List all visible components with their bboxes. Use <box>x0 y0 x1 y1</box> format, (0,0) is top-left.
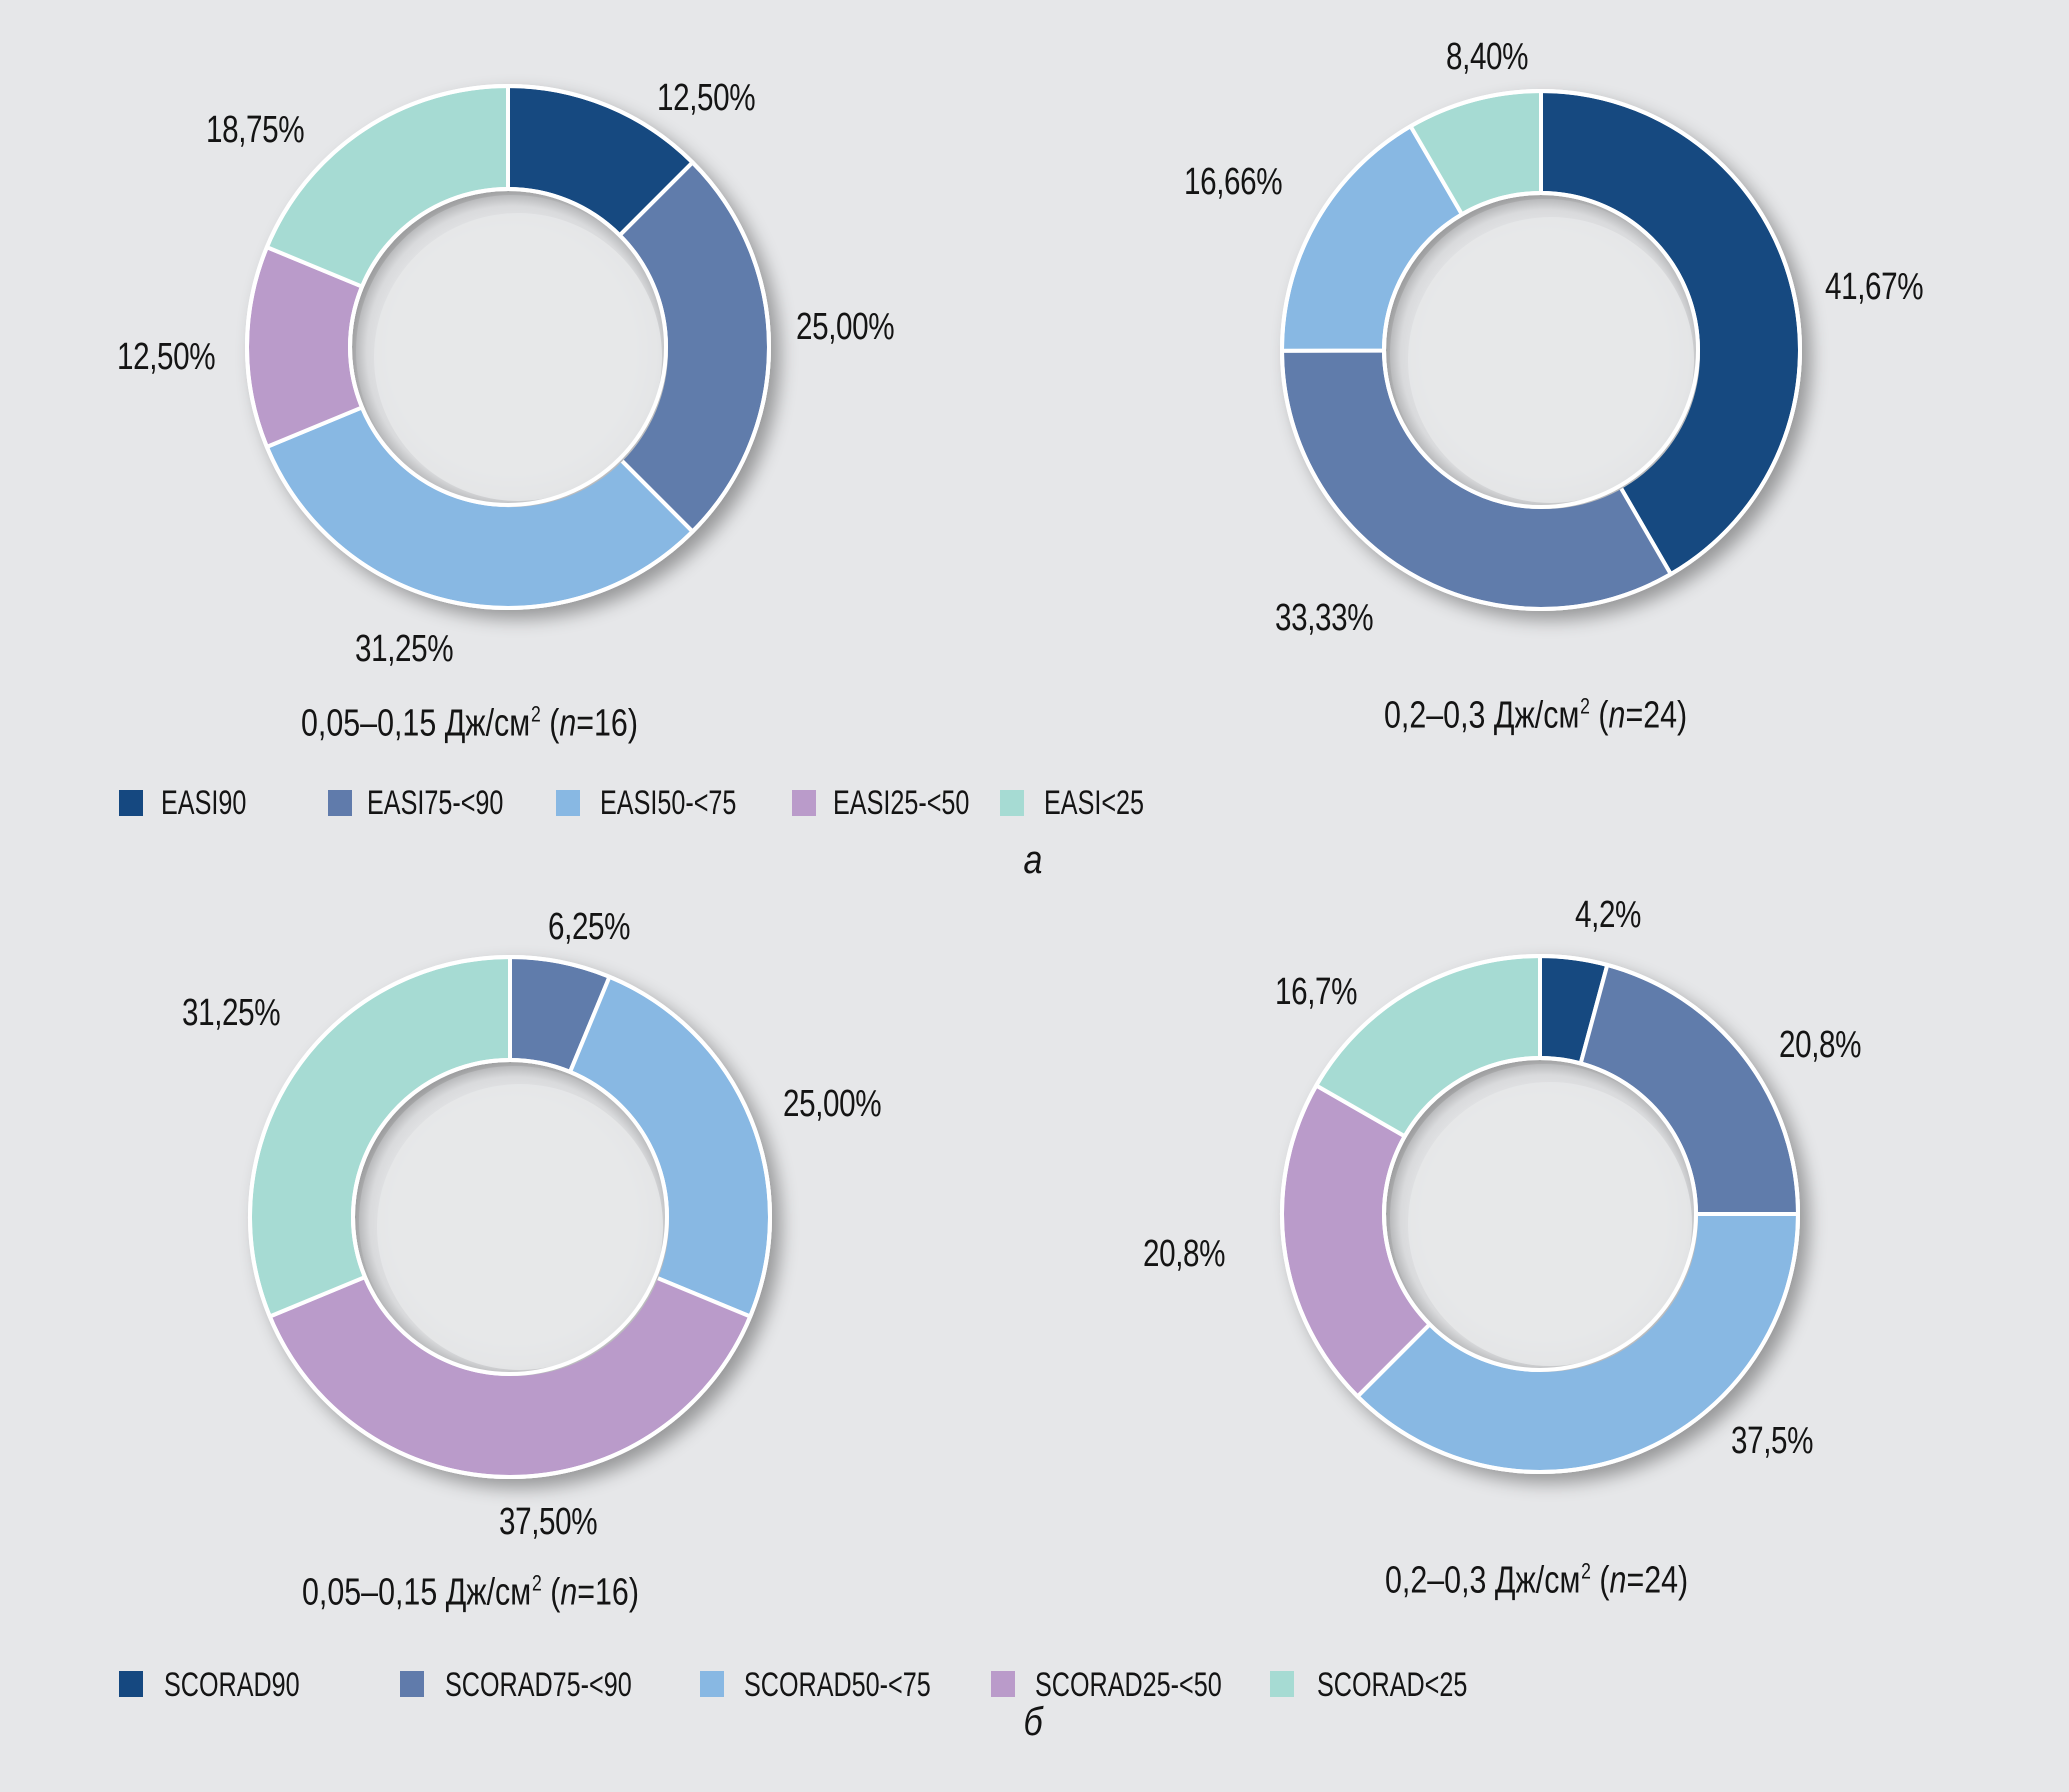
legend-label: EASI75-<90 <box>367 784 504 822</box>
panel-letter-a: а <box>1023 838 1043 882</box>
legend-swatch <box>556 790 580 816</box>
slice-label: 12,50% <box>657 77 756 119</box>
donut-chart-4 <box>1280 954 1800 1474</box>
legend-label: SCORAD<25 <box>1317 1666 1468 1704</box>
slice-label: 25,00% <box>796 306 895 348</box>
donut-chart-1 <box>245 84 771 610</box>
slice-label: 31,25% <box>355 628 454 670</box>
slice-label: 33,33% <box>1275 597 1374 639</box>
legend-label: EASI<25 <box>1044 784 1145 822</box>
donut-hole <box>1408 1082 1692 1366</box>
subtitle-text: 0,2–0,3 Дж/см <box>1385 1559 1581 1602</box>
donut-outer-rim <box>1280 954 1800 1474</box>
legend-label: SCORAD50-<75 <box>744 1666 931 1704</box>
donut-outer-rim <box>1280 89 1802 611</box>
legend-label: SCORAD75-<90 <box>445 1666 632 1704</box>
panel-letter-b: б <box>1023 1700 1043 1744</box>
legend-swatch <box>1270 1671 1294 1697</box>
donut-hole <box>374 213 662 501</box>
donut-2-subtitle: 0,2–0,3 Дж/см2 (n=24) <box>1384 693 1688 737</box>
legend-swatch <box>700 1671 724 1697</box>
subtitle-superscript: 2 <box>1581 1558 1591 1584</box>
slice-label: 16,7% <box>1275 971 1358 1013</box>
slice-label: 20,8% <box>1779 1024 1862 1066</box>
subtitle-text: =16) <box>576 702 638 745</box>
subtitle-n: n <box>559 702 577 745</box>
donut-chart-3 <box>248 955 772 1480</box>
subtitle-n: n <box>1609 1559 1627 1602</box>
slice-label: 18,75% <box>206 109 305 151</box>
slice-label: 16,66% <box>1184 161 1283 203</box>
legend-label: SCORAD90 <box>164 1666 300 1704</box>
legend-swatch <box>119 1671 143 1697</box>
donut-1-subtitle: 0,05–0,15 Дж/см2 (n=16) <box>301 701 638 745</box>
donut-3-subtitle: 0,05–0,15 Дж/см2 (n=16) <box>302 1570 639 1614</box>
legend-label: EASI50-<75 <box>600 784 737 822</box>
subtitle-text: 0,05–0,15 Дж/см <box>302 1571 532 1614</box>
donut-ring <box>1280 954 1800 1474</box>
subtitle-text: =24) <box>1625 694 1688 737</box>
subtitle-text: 0,2–0,3 Дж/см <box>1384 694 1580 737</box>
legend-label: EASI90 <box>161 784 247 822</box>
donut-inner-rim <box>1382 1056 1698 1372</box>
slice-label: 20,8% <box>1143 1233 1226 1275</box>
subtitle-n: n <box>1608 694 1626 737</box>
donut-outer-rim <box>245 84 771 610</box>
slice-label: 25,00% <box>783 1083 882 1125</box>
legend-swatch <box>991 1671 1015 1697</box>
legend-label: SCORAD25-<50 <box>1035 1666 1222 1704</box>
slice-label: 37,50% <box>499 1501 598 1543</box>
subtitle-text: ( <box>1589 694 1609 737</box>
donut-chart-2 <box>1279 89 1802 611</box>
slice-label: 41,67% <box>1825 266 1924 308</box>
donut-hole <box>1408 217 1694 503</box>
subtitle-text: ( <box>540 702 560 745</box>
donut-inner-rim <box>348 187 668 507</box>
subtitle-superscript: 2 <box>531 1570 542 1596</box>
legend-swatch <box>400 1671 424 1697</box>
slice-label: 6,25% <box>548 906 631 948</box>
subtitle-text: =24) <box>1626 1559 1689 1602</box>
legend-label: EASI25-<50 <box>833 784 970 822</box>
slice-label: 8,40% <box>1446 36 1529 78</box>
subtitle-text: ( <box>541 1571 561 1614</box>
donut-inner-rim <box>1382 191 1700 509</box>
donut-4-subtitle: 0,2–0,3 Дж/см2 (n=24) <box>1385 1558 1689 1602</box>
slice-label: 12,50% <box>117 336 216 378</box>
subtitle-text: =16) <box>577 1571 639 1614</box>
subtitle-n: n <box>560 1571 578 1614</box>
slice-label: 4,2% <box>1575 894 1642 936</box>
legend-swatch <box>792 790 816 816</box>
legend-swatch <box>119 790 143 816</box>
donut-inner-rim <box>351 1058 669 1376</box>
slice-label: 37,5% <box>1731 1420 1814 1462</box>
donut-hole <box>377 1084 663 1370</box>
subtitle-text: 0,05–0,15 Дж/см <box>301 702 531 745</box>
subtitle-text: ( <box>1590 1559 1610 1602</box>
slice-label: 31,25% <box>182 992 281 1034</box>
subtitle-superscript: 2 <box>1580 693 1590 719</box>
subtitle-superscript: 2 <box>530 701 541 727</box>
legend-swatch <box>328 790 352 816</box>
donut-outer-rim <box>248 955 772 1479</box>
legend-swatch <box>1000 790 1024 816</box>
